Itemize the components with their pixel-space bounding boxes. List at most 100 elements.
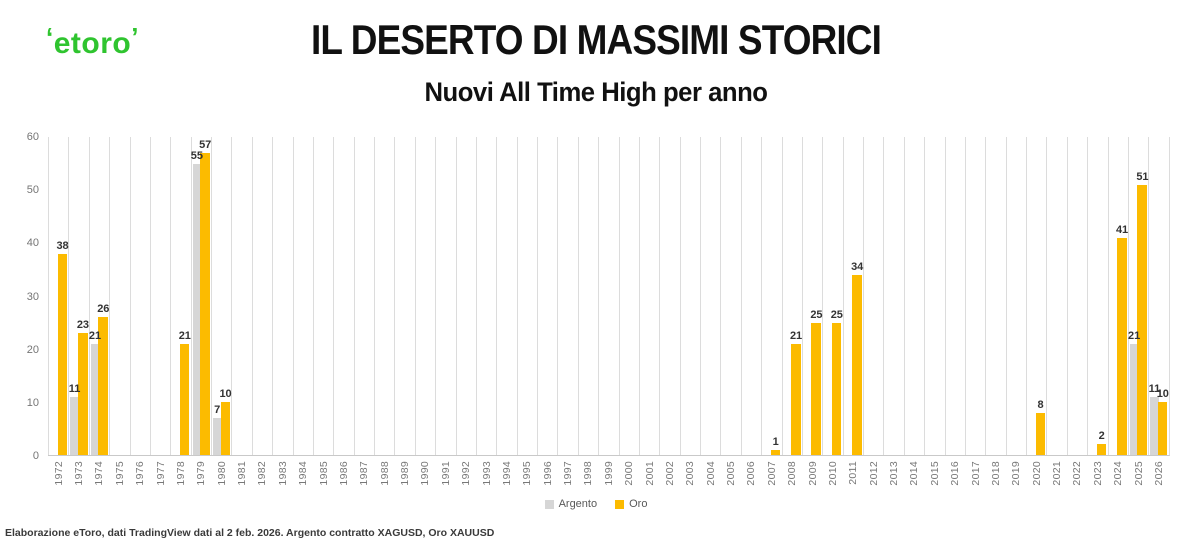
oro-value-label: 10 [219, 388, 232, 401]
year-column: 2002 [659, 137, 679, 486]
oro-bar [98, 317, 108, 455]
year-column: 21 51 2025 [1127, 137, 1149, 486]
x-tick-label: 2012 [867, 461, 880, 486]
y-tick-label: 0 [32, 450, 39, 462]
legend-item-oro: Oro [615, 498, 647, 510]
argento-bar [70, 396, 80, 455]
oro-bar [1157, 402, 1168, 455]
oro-bar [57, 253, 68, 455]
argento-value-label: 7 [214, 403, 221, 416]
oro-bar [179, 343, 190, 455]
oro-value-label: 1 [772, 435, 779, 448]
year-column: 8 2020 [1026, 137, 1046, 486]
x-tick-label: 1985 [317, 461, 330, 486]
year-column: 1998 [577, 137, 598, 486]
x-tick-label: 2005 [725, 461, 738, 486]
x-tick-label: 1989 [399, 461, 412, 486]
year-column: 21 1978 [170, 137, 191, 486]
oro-value-label: 25 [810, 308, 823, 321]
y-tick-label: 40 [26, 237, 39, 250]
x-tick-label: 2006 [745, 461, 758, 486]
x-tick-label: 2001 [643, 461, 656, 486]
oro-bar [791, 343, 801, 455]
oro-bar [1096, 444, 1107, 455]
oro-value-label: 21 [789, 329, 803, 342]
x-tick-label: 1999 [602, 461, 615, 486]
year-column: 11 10 2026 [1148, 137, 1169, 486]
year-column: 34 2011 [842, 137, 863, 485]
argento-value-label: 11 [68, 382, 81, 395]
x-tick-label: 2017 [969, 461, 982, 486]
x-tick-label: 1984 [297, 461, 310, 486]
plot-area: 38 1972 11 23 1973 21 26 1974 1975 1976 1977 21 1978… [48, 137, 1170, 486]
legend-swatch-icon [615, 499, 625, 509]
year-column: 2000 [618, 137, 639, 486]
oro-value-label: 41 [1115, 223, 1129, 236]
x-tick-label: 2007 [765, 461, 778, 486]
x-tick-label: 2026 [1152, 461, 1165, 486]
oro-value-label: 2 [1098, 430, 1105, 443]
x-tick-label: 1980 [215, 461, 228, 486]
oro-bar [1137, 184, 1148, 455]
x-tick-label: 2014 [908, 461, 921, 486]
year-column: 1996 [537, 137, 557, 486]
x-tick-label: 2022 [1071, 461, 1084, 486]
legend-swatch-icon [544, 499, 554, 509]
year-column: 1994 [496, 137, 516, 486]
oro-bar [831, 322, 842, 455]
x-tick-label: 2009 [806, 461, 819, 486]
x-tick-label: 1991 [439, 461, 452, 486]
x-tick-label: 2013 [888, 461, 901, 486]
y-tick-label: 60 [26, 131, 39, 143]
year-column: 1976 [129, 137, 150, 486]
year-column: 2001 [638, 137, 659, 486]
year-column: 1986 [333, 137, 353, 486]
x-tick-label: 1972 [52, 461, 65, 486]
x-tick-label: 1996 [541, 461, 554, 486]
x-tick-label: 2019 [1010, 461, 1023, 486]
y-tick-label: 20 [26, 343, 39, 356]
year-column: 7 10 1980 [211, 137, 232, 486]
oro-value-label: 25 [830, 308, 843, 321]
x-tick-label: 2011 [847, 461, 860, 485]
bull-horn-right-icon: ’ [131, 22, 139, 52]
year-column: 1999 [598, 137, 618, 486]
year-column: 21 2008 [781, 137, 803, 486]
year-column: 2012 [863, 137, 883, 486]
x-tick-label: 2024 [1112, 461, 1125, 486]
year-column: 2019 [1005, 137, 1026, 486]
x-tick-label: 2016 [949, 461, 962, 486]
argento-bar [212, 417, 222, 455]
legend-item-argento: Argento [544, 498, 597, 510]
argento-bar [1150, 396, 1159, 455]
y-axis: 0 10 20 30 40 50 60 [0, 131, 42, 462]
argento-bar [192, 163, 202, 455]
year-column: 1989 [394, 137, 414, 486]
oro-value-label: 57 [199, 138, 212, 151]
year-column: 2014 [903, 137, 924, 486]
year-column: 1975 [109, 137, 129, 486]
x-tick-label: 1983 [276, 461, 289, 486]
oro-bar [852, 274, 862, 455]
x-tick-label: 1997 [562, 461, 575, 486]
x-tick-label: 1974 [93, 461, 106, 486]
y-tick-label: 30 [26, 290, 39, 303]
oro-value-label: 51 [1136, 170, 1149, 183]
legend-label: Oro [629, 498, 648, 510]
year-column: 2022 [1066, 137, 1087, 486]
year-column: 41 2024 [1107, 137, 1129, 486]
year-column: 25 2009 [801, 137, 823, 486]
x-tick-label: 2025 [1132, 461, 1145, 486]
x-tick-label: 1982 [256, 461, 269, 486]
year-column: 2003 [679, 137, 700, 486]
year-column: 1982 [251, 137, 272, 486]
x-tick-label: 2015 [928, 461, 941, 486]
y-tick-label: 50 [26, 184, 39, 197]
x-tick-label: 2010 [826, 461, 839, 486]
argento-value-label: 11 [1148, 382, 1161, 395]
oro-bar [200, 152, 210, 455]
oro-bar [220, 402, 231, 455]
x-tick-label: 2018 [989, 461, 1002, 486]
argento-bar [90, 343, 100, 455]
